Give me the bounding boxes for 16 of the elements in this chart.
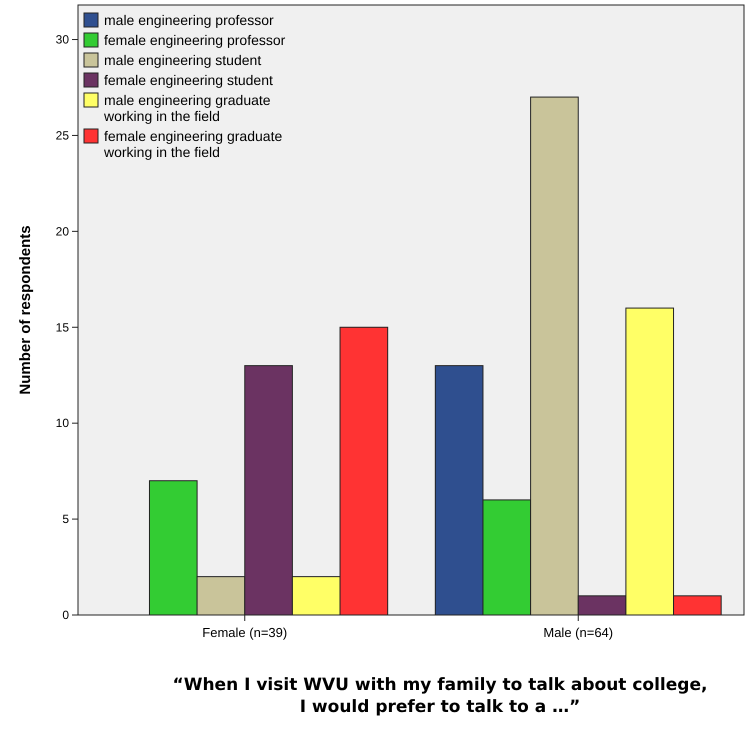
y-tick-label: 5 [62,512,70,526]
legend-label: female engineering graduate working in the field [103,128,282,160]
y-tick-label: 10 [56,416,70,430]
text: “When I visit WVU with my family to talk about college, I would prefer to talk to a …” [172,675,708,717]
y-tick-label: 20 [56,224,70,238]
y-tick-label: 25 [56,128,70,142]
y-tick-label: 30 [56,32,70,47]
legend-label: female engineering professor [104,32,286,48]
legend-label: male engineering student [104,52,262,68]
legend-label: female engineering student [104,72,274,88]
y-axis-title: Number of respondents [17,225,34,395]
x-tick-label: Female (n=39) [202,625,288,640]
y-tick-label: 0 [62,608,70,622]
legend-label: male engineering professor [104,12,274,28]
x-tick-label: Male (n=64) [543,625,614,640]
y-tick-label: 15 [56,320,70,334]
